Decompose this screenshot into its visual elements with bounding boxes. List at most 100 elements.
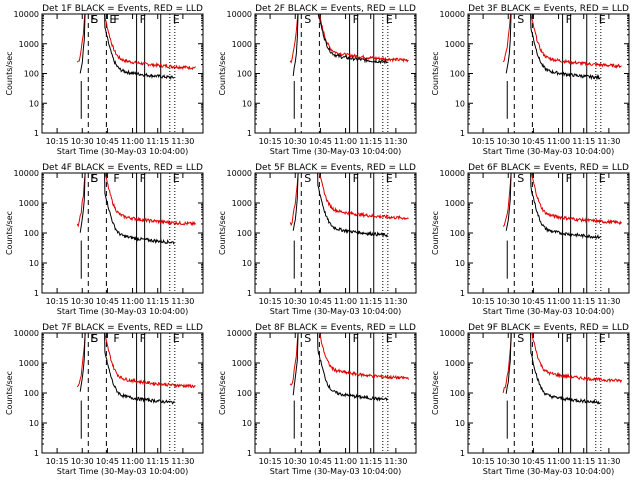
x-tick-label: 11:30 (597, 457, 620, 466)
x-tick-label: 11:15 (146, 297, 169, 306)
plot-frame (467, 172, 630, 294)
event-marker-label: F (140, 172, 146, 185)
event-marker-label: S (304, 13, 311, 26)
x-tick-label: 10:30 (497, 297, 520, 306)
y-tick-label: 100 (24, 229, 39, 238)
x-tick-label: 11:15 (359, 137, 382, 146)
x-tick-label: 11:15 (359, 457, 382, 466)
y-tick-label: 1000 (445, 40, 465, 49)
x-axis-label: Start Time (30-May-03 10:04:00) (483, 467, 614, 476)
event-marker-label: S (517, 172, 524, 185)
y-tick-label: 10 (455, 419, 465, 428)
y-tick-label: 10 (455, 259, 465, 268)
event-marker-label: F (113, 13, 119, 26)
panel-title: Det 4F BLACK = Events, RED = LLD (42, 163, 203, 173)
lld-series-line (289, 173, 409, 227)
y-tick-label: 1000 (445, 199, 465, 208)
y-tick-label: 1 (34, 449, 39, 458)
y-axis-label: Counts/sec (431, 51, 440, 95)
event-marker-label: E (90, 172, 97, 185)
panel-4: 1 10 100 1000 10000 10:15 10:30 10:45 11:00 11:15… (5, 163, 204, 316)
event-marker-label: S (91, 13, 98, 26)
event-marker-label: E (109, 13, 116, 26)
plot-frame (467, 332, 630, 454)
y-tick-label: 10000 (440, 329, 465, 338)
y-tick-label: 10 (242, 259, 252, 268)
x-tick-label: 10:45 (96, 297, 119, 306)
event-marker-label: S (517, 332, 524, 345)
x-tick-label: 10:30 (71, 297, 94, 306)
x-tick-label: 10:45 (522, 137, 545, 146)
panel-title: Det 5F BLACK = Events, RED = LLD (255, 163, 416, 173)
x-tick-label: 10:30 (284, 457, 307, 466)
x-tick-label: 10:15 (259, 137, 282, 146)
x-axis-label: Start Time (30-May-03 10:04:00) (57, 147, 188, 156)
plot-frame (254, 172, 417, 294)
panel-title: Det 8F BLACK = Events, RED = LLD (255, 323, 416, 333)
y-tick-label: 100 (237, 389, 252, 398)
plot-frame (467, 13, 630, 134)
x-tick-label: 11:30 (171, 457, 194, 466)
x-tick-label: 11:00 (334, 457, 357, 466)
x-tick-label: 11:15 (572, 457, 595, 466)
x-tick-label: 10:15 (46, 137, 69, 146)
panel-title: Det 2F BLACK = Events, RED = LLD (255, 4, 416, 14)
event-marker-label: E (90, 13, 97, 26)
y-tick-label: 1000 (232, 359, 252, 368)
lld-series-line (76, 14, 196, 71)
y-tick-label: 100 (237, 229, 252, 238)
x-tick-label: 10:15 (259, 457, 282, 466)
plot-frame (41, 13, 204, 134)
events-series-line (292, 333, 388, 402)
y-tick-label: 10 (29, 99, 39, 108)
x-axis-label: Start Time (30-May-03 10:04:00) (270, 307, 401, 316)
event-marker-label: F (113, 332, 119, 345)
x-tick-label: 11:30 (171, 137, 194, 146)
y-tick-label: 1 (460, 449, 465, 458)
x-tick-label: 11:15 (359, 297, 382, 306)
event-marker-label: E (386, 332, 393, 345)
y-axis-label: Counts/sec (218, 51, 227, 95)
panel-6: 1 10 100 1000 10000 10:15 10:30 10:45 11:00 11:15… (431, 163, 630, 316)
y-tick-label: 1 (34, 289, 39, 298)
y-tick-label: 10000 (227, 10, 252, 19)
x-tick-label: 10:30 (71, 457, 94, 466)
panel-title: Det 6F BLACK = Events, RED = LLD (468, 163, 629, 173)
x-tick-label: 10:15 (472, 137, 495, 146)
y-tick-label: 1000 (232, 199, 252, 208)
y-tick-label: 1 (460, 289, 465, 298)
panel-3: 1 10 100 1000 10000 10:15 10:30 10:45 11:00 11:15… (431, 4, 630, 156)
y-tick-label: 1 (460, 129, 465, 138)
y-tick-label: 10 (29, 259, 39, 268)
event-marker-label: F (353, 172, 359, 185)
event-marker-label: E (599, 332, 606, 345)
y-tick-label: 100 (450, 70, 465, 79)
y-tick-label: 10 (242, 419, 252, 428)
x-axis-label: Start Time (30-May-03 10:04:00) (270, 147, 401, 156)
y-axis-label: Counts/sec (5, 371, 14, 415)
x-tick-label: 10:30 (497, 457, 520, 466)
y-axis-label: Counts/sec (5, 51, 14, 95)
y-tick-label: 10000 (14, 169, 39, 178)
x-tick-label: 11:15 (146, 137, 169, 146)
y-tick-label: 1000 (232, 40, 252, 49)
events-series-line (505, 14, 601, 81)
x-tick-label: 10:45 (309, 457, 332, 466)
event-marker-label: F (566, 172, 572, 185)
event-marker-label: E (386, 13, 393, 26)
event-marker-label: S (304, 332, 311, 345)
x-tick-label: 10:30 (497, 137, 520, 146)
x-tick-label: 11:00 (121, 457, 144, 466)
x-tick-label: 10:30 (71, 137, 94, 146)
event-marker-label: E (386, 172, 393, 185)
y-tick-label: 10 (242, 99, 252, 108)
event-marker-label: F (140, 332, 146, 345)
y-axis-label: Counts/sec (431, 371, 440, 415)
events-series-line (505, 333, 601, 405)
lld-series-line (76, 333, 196, 389)
panel-2: 1 10 100 1000 10000 10:15 10:30 10:45 11:00 11:15… (218, 4, 417, 156)
panel-title: Det 9F BLACK = Events, RED = LLD (468, 323, 629, 333)
event-marker-label: F (566, 13, 572, 26)
plot-frame (254, 13, 417, 134)
y-tick-label: 1000 (19, 359, 39, 368)
